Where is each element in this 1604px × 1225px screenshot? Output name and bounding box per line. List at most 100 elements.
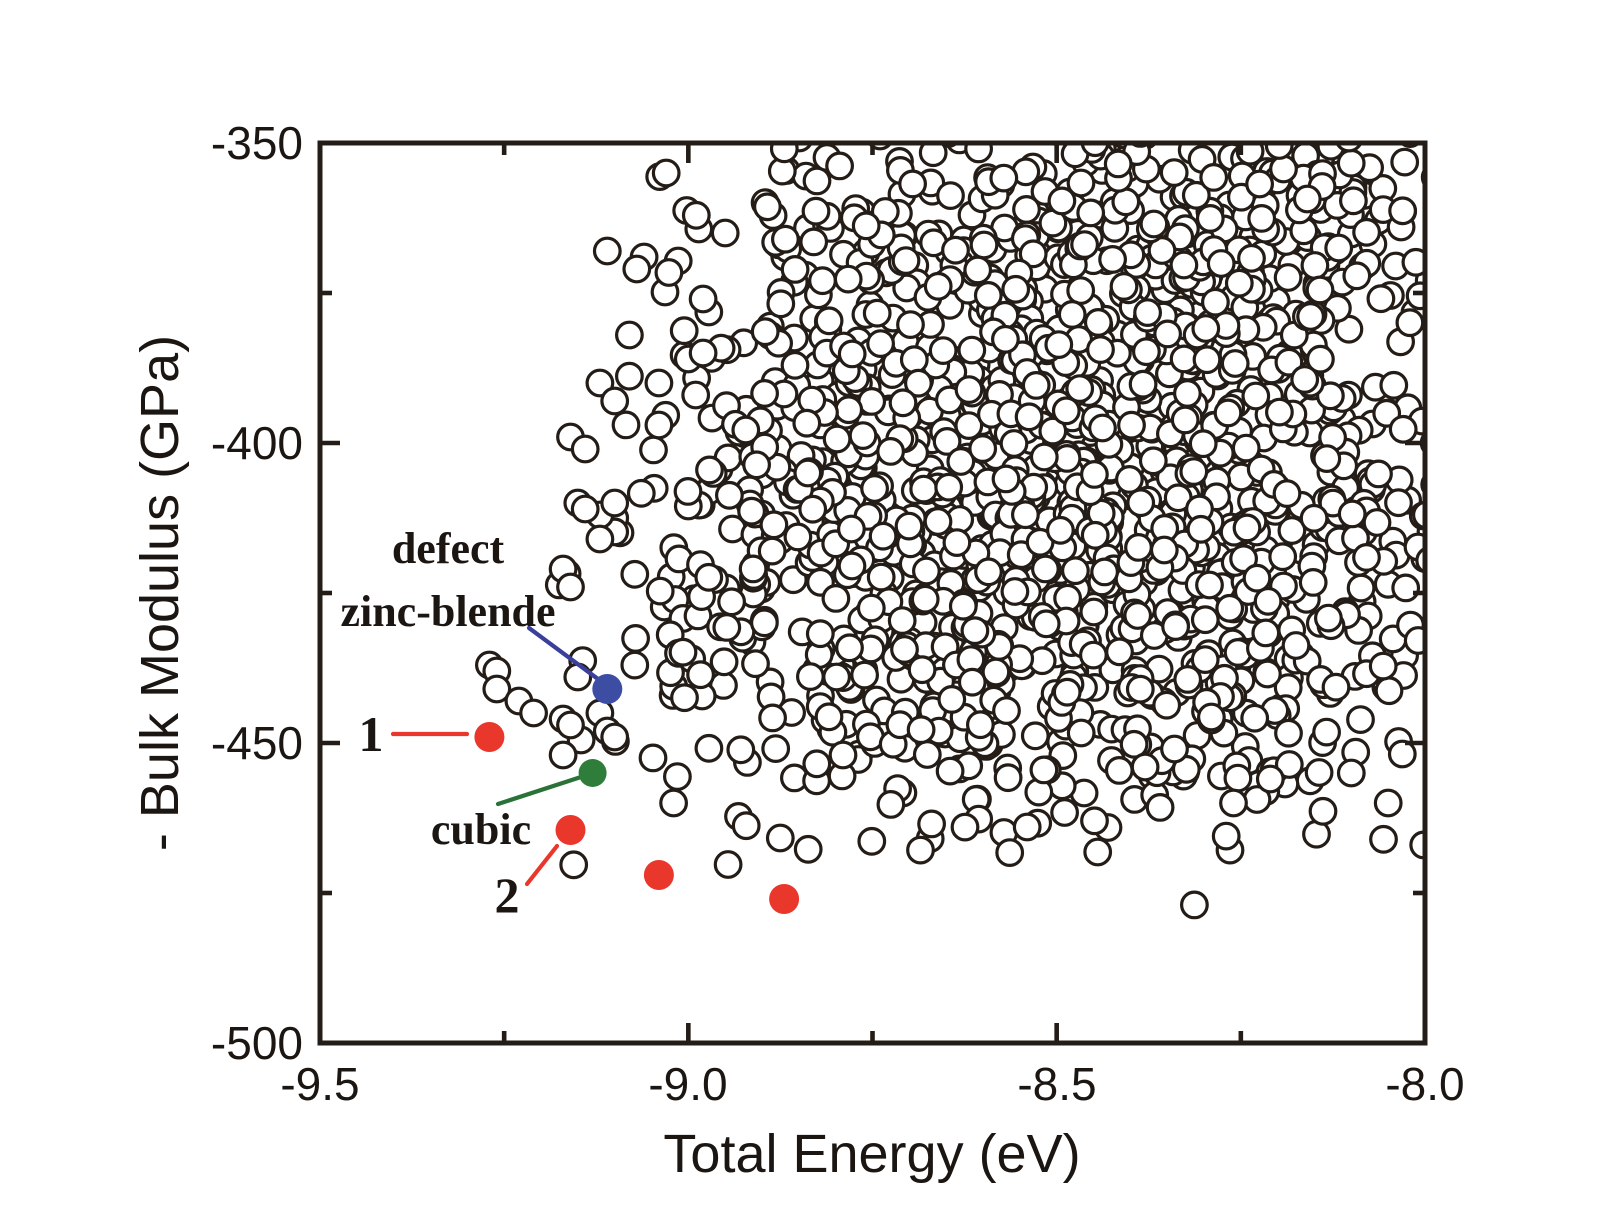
open-point	[592, 236, 622, 266]
open-point	[957, 667, 987, 697]
open-point	[1153, 319, 1182, 349]
open-point	[1336, 758, 1366, 788]
open-point	[837, 339, 867, 369]
special-point-cubic	[578, 759, 607, 787]
open-point	[1199, 162, 1229, 192]
open-point	[769, 143, 799, 164]
open-point	[1018, 239, 1048, 269]
open-point	[796, 662, 825, 691]
open-point	[737, 496, 766, 526]
open-point	[1213, 398, 1243, 428]
open-point	[991, 324, 1020, 354]
open-point	[848, 421, 878, 451]
open-point	[1161, 612, 1190, 641]
open-point	[1031, 609, 1061, 639]
open-point	[1196, 702, 1226, 732]
open-point	[1133, 298, 1162, 328]
open-point	[1046, 143, 1064, 146]
open-point	[1128, 369, 1158, 399]
open-point	[1114, 465, 1144, 494]
open-point	[1066, 718, 1096, 748]
open-point	[1235, 143, 1265, 166]
plot-frame	[317, 140, 1428, 1046]
open-point	[837, 551, 867, 581]
open-point	[1206, 249, 1236, 278]
open-point	[1364, 459, 1393, 489]
open-point	[856, 593, 886, 623]
open-point	[1111, 187, 1141, 217]
open-point	[622, 254, 652, 284]
open-point	[814, 306, 844, 336]
open-point	[1014, 402, 1044, 432]
open-point	[1366, 284, 1396, 314]
open-point	[1044, 330, 1074, 360]
open-point	[638, 743, 668, 773]
open-point	[799, 227, 829, 257]
open-point	[935, 756, 965, 786]
open-point	[1060, 556, 1090, 586]
open-point	[1173, 665, 1203, 694]
open-point	[1312, 717, 1341, 747]
open-point	[793, 458, 823, 488]
open-point	[1001, 274, 1031, 304]
open-point	[834, 395, 864, 425]
open-point	[942, 528, 972, 557]
open-point	[1051, 396, 1081, 426]
open-point	[710, 218, 740, 248]
open-point	[1190, 605, 1220, 635]
open-point	[621, 624, 650, 653]
open-point	[896, 310, 925, 340]
open-point	[1045, 515, 1075, 545]
x-tick-label-3: -8.5	[1017, 1058, 1096, 1110]
open-point	[1192, 345, 1222, 375]
open-point	[556, 572, 585, 602]
open-point	[1274, 718, 1303, 748]
open-point	[659, 788, 688, 818]
open-point	[1200, 287, 1230, 317]
open-point	[1223, 763, 1253, 793]
open-point	[563, 662, 593, 692]
open-point	[615, 320, 644, 350]
annotation-leader-lines	[390, 625, 605, 887]
highlighted-points	[474, 674, 800, 914]
open-point	[1352, 217, 1381, 247]
open-point	[519, 698, 548, 728]
open-point	[600, 488, 630, 518]
open-point	[954, 375, 984, 405]
open-point	[726, 735, 756, 765]
open-point	[750, 608, 779, 638]
open-point	[793, 834, 823, 864]
open-point	[1315, 381, 1345, 411]
open-point	[868, 521, 898, 551]
open-point	[1000, 577, 1030, 606]
open-point	[1103, 149, 1133, 179]
open-point	[1313, 603, 1343, 633]
open-point	[1379, 370, 1409, 400]
open-point	[1066, 276, 1096, 306]
open-point	[1098, 244, 1127, 274]
leader-line-3	[524, 843, 560, 887]
open-point	[974, 557, 1003, 587]
open-point	[991, 464, 1021, 494]
open-point	[828, 740, 858, 770]
open-point	[805, 619, 835, 649]
open-point	[1368, 651, 1398, 681]
open-point	[1211, 821, 1241, 851]
x-tick-label-2: -9.0	[648, 1058, 727, 1110]
open-point	[1159, 158, 1189, 188]
open-point	[1195, 203, 1225, 233]
open-point	[891, 246, 921, 276]
open-point	[821, 584, 851, 613]
open-point	[973, 281, 1003, 310]
open-point	[1292, 184, 1322, 214]
open-point	[1232, 513, 1262, 543]
open-point	[909, 474, 939, 504]
open-point	[1304, 758, 1334, 787]
open-point	[644, 410, 674, 440]
open-point	[1338, 186, 1368, 216]
open-point	[1079, 597, 1109, 627]
open-point	[808, 266, 837, 296]
open-point	[1229, 544, 1258, 574]
open-point	[1296, 302, 1325, 331]
